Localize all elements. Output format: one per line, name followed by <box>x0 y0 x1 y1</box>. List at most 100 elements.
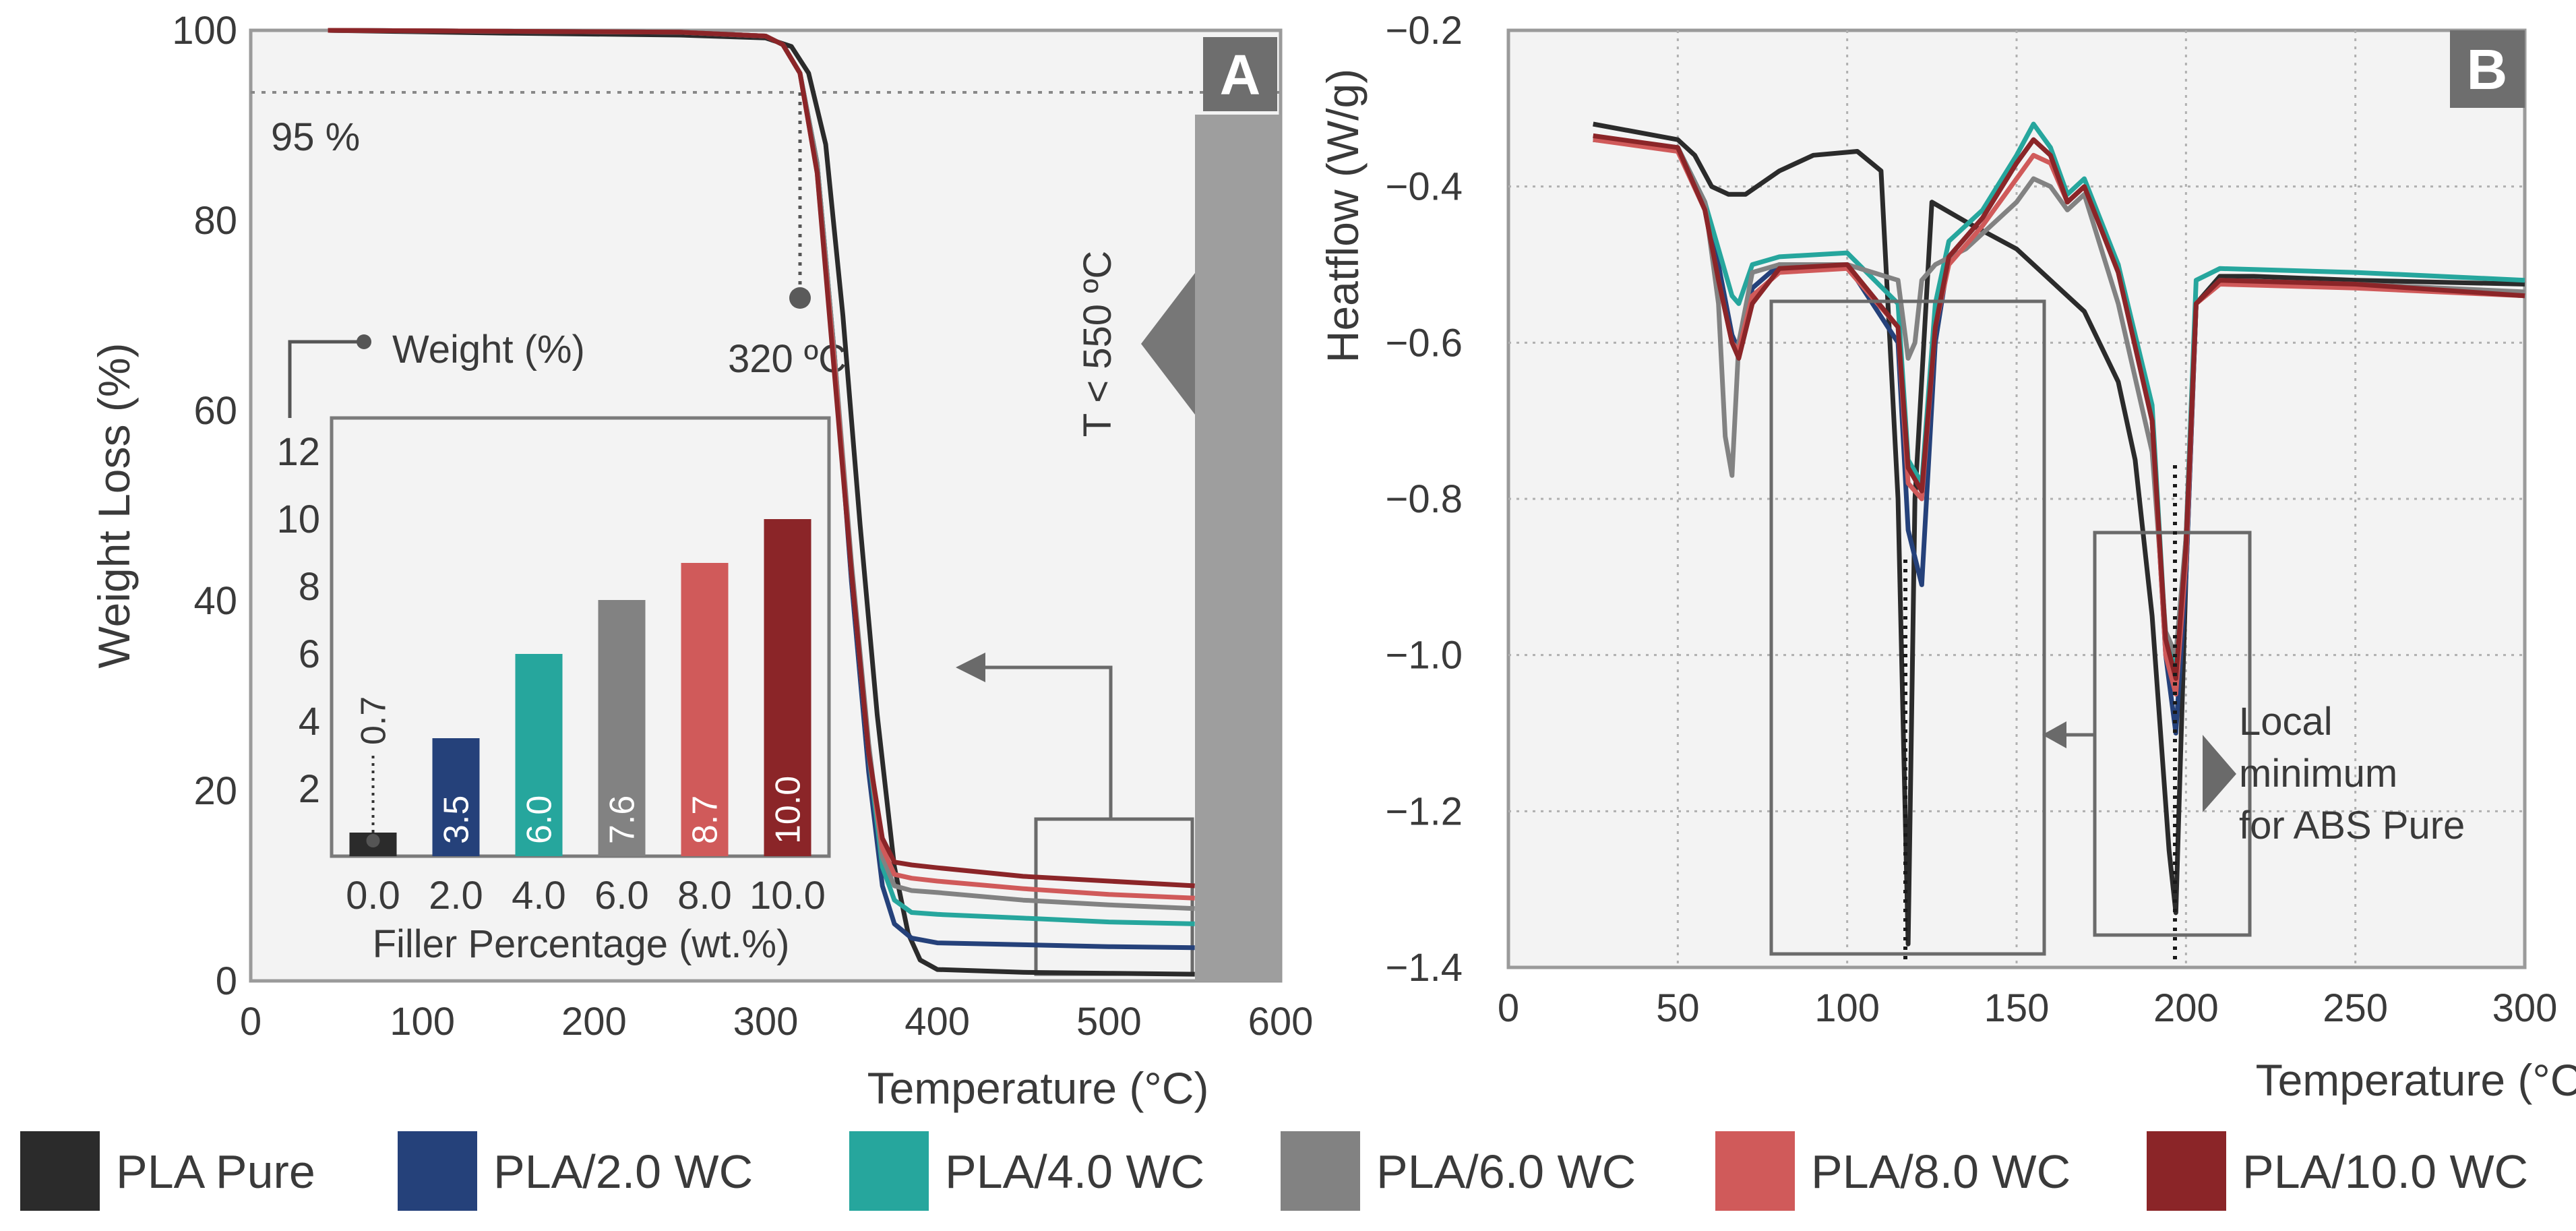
inset-bar-0-marker <box>366 834 380 847</box>
panel-b-xtick: 250 <box>2323 986 2388 1030</box>
panel-a-ytick: 100 <box>172 9 237 53</box>
panel-b-callout-arrow <box>2203 735 2236 812</box>
panel-a-xtick: 500 <box>1076 1000 1142 1044</box>
panel-b-ytick: −0.8 <box>1386 477 1463 521</box>
inset-title: Weight (%) <box>392 328 585 371</box>
panel-b-xtick: 150 <box>1984 986 2050 1030</box>
inset-frame <box>330 416 831 858</box>
inset-bar-label-2: 6.0 <box>520 795 559 844</box>
legend-swatch-4 <box>1715 1131 1795 1211</box>
inset-bar-3 <box>598 600 646 856</box>
inset-bar-2 <box>515 654 563 856</box>
panel-a-curves <box>328 28 1195 977</box>
panel-a-onset-label: 320 ºC <box>728 337 847 381</box>
panel-b-callout-line3: for ABS Pure <box>2239 804 2465 847</box>
legend-swatch-1 <box>398 1131 477 1211</box>
legend-label-0: PLA Pure <box>116 1145 315 1198</box>
inset-bar-4 <box>681 563 729 856</box>
inset-ytick: 8 <box>299 565 320 609</box>
panel-b-xtick: 50 <box>1656 986 1700 1030</box>
panel-b-xlabel: Temperature (°C) <box>2256 1055 2576 1105</box>
panel-a-ytick: 20 <box>193 769 237 813</box>
legend-label-2: PLA/4.0 WC <box>945 1145 1204 1198</box>
inset-ytick: 6 <box>299 632 320 676</box>
panel-a-xtick: 400 <box>904 1000 970 1044</box>
panel-b-ytick: −1.4 <box>1386 946 1463 990</box>
inset-xlabel: Filler Percentage (wt.%) <box>373 922 790 966</box>
panel-b: B Local minimum for ABS Pure 0 50 100 150 20… <box>1318 9 2576 1105</box>
inset-bar-label-5: 10.0 <box>769 776 808 844</box>
panel-b-zoom-arrow-head <box>2042 721 2066 748</box>
panel-a-letter-box <box>1203 37 1277 111</box>
panel-a-letter: A <box>1220 43 1261 107</box>
panel-a-xtick: 200 <box>561 1000 627 1044</box>
panel-b-zoom-box-cold <box>1769 299 2046 956</box>
legend-swatch-5 <box>2147 1131 2226 1211</box>
panel-a-xtick: 600 <box>1248 1000 1314 1044</box>
panel-b-ytick: −0.6 <box>1386 321 1463 365</box>
panel-a-ytick: 40 <box>193 579 237 623</box>
legend: PLA Pure PLA/2.0 WC PLA/4.0 WC PLA/6.0 WC PL… <box>20 1131 2528 1211</box>
panel-a: 95 % T < 550 ºC A 320 ºC 0 100 200 300 400 50… <box>89 9 1313 1113</box>
panel-b-xtick: 200 <box>2153 986 2219 1030</box>
inset-ytick: 4 <box>299 700 320 744</box>
legend-label-1: PLA/2.0 WC <box>493 1145 753 1198</box>
panel-b-curves <box>1593 121 2525 947</box>
inset-title-marker <box>357 334 371 349</box>
panel-a-band <box>1195 115 1281 981</box>
panel-a-xlabel: Temperature (°C) <box>867 1063 1209 1113</box>
panel-b-series-5 <box>1593 133 2525 681</box>
panel-b-callout-line1: Local <box>2239 700 2333 744</box>
panel-b-letter: B <box>2467 38 2508 101</box>
panel-a-xtick: 300 <box>733 1000 799 1044</box>
inset-bar-1 <box>432 738 480 856</box>
panel-b-xtick: 100 <box>1814 986 1880 1030</box>
inset-xtick: 10.0 <box>749 874 826 918</box>
panel-a-threshold-label: 95 % <box>271 115 360 159</box>
panel-a-ytick: 60 <box>193 389 237 433</box>
panel-b-letter-box <box>2450 30 2525 108</box>
panel-b-grid <box>1508 30 2525 967</box>
panel-b-ylabel: Heatflow (W/g) <box>1318 69 1368 363</box>
panel-a-series-5 <box>328 28 1195 889</box>
inset-xtick: 8.0 <box>677 874 732 918</box>
panel-a-ytick: 80 <box>193 199 237 243</box>
panel-b-ticks: 0 50 100 150 200 250 300 −0.2 −0.4 −0.6 −0.8 −1.0 −1… <box>1386 9 2558 1030</box>
panel-a-zoom-arrow-head <box>956 653 985 682</box>
inset-xtick: 4.0 <box>512 874 566 918</box>
inset-xtick: 0.0 <box>346 874 400 918</box>
legend-swatch-2 <box>849 1131 929 1211</box>
panel-a-xtick: 0 <box>240 1000 262 1044</box>
panel-b-xtick: 0 <box>1498 986 1519 1030</box>
legend-label-5: PLA/10.0 WC <box>2242 1145 2528 1198</box>
inset-bar-label-1: 3.5 <box>437 795 477 844</box>
panel-b-ytick: −0.2 <box>1386 9 1463 53</box>
legend-label-3: PLA/6.0 WC <box>1376 1145 1636 1198</box>
panel-a-ytick: 0 <box>216 959 237 1003</box>
panel-b-callout-line2: minimum <box>2239 752 2397 795</box>
inset-bars: 0.0 0.7 2.0 3.5 4.0 6.0 6.0 7.6 8.0 8.7 10.0 10.0 <box>346 519 826 918</box>
legend-swatch-0 <box>20 1131 100 1211</box>
inset-title-leader <box>288 340 363 418</box>
panel-a-band-label: T < 550 ºC <box>1076 251 1120 437</box>
legend-swatch-3 <box>1281 1131 1360 1211</box>
inset-bar-label-4: 8.7 <box>686 795 725 844</box>
panel-b-ytick: −1.0 <box>1386 634 1463 678</box>
inset-ytick: 12 <box>276 430 320 474</box>
panel-a-ylabel: Weight Loss (%) <box>89 343 139 669</box>
panel-b-ytick: −0.4 <box>1386 165 1463 209</box>
panel-a-inset: Weight (%) 2 4 6 8 10 12 0.0 0.7 2.0 3.5 4.0 6.0 6.… <box>276 328 831 966</box>
legend-label-4: PLA/8.0 WC <box>1811 1145 2071 1198</box>
panel-a-xtick: 100 <box>390 1000 455 1044</box>
panel-a-onset-marker <box>789 287 811 309</box>
panel-b-xtick: 300 <box>2492 986 2558 1030</box>
inset-bar-label-0: 0.7 <box>355 696 394 745</box>
inset-bar-5 <box>764 519 811 856</box>
panel-a-zoom-arrow-line <box>984 665 1113 819</box>
inset-xtick: 2.0 <box>429 874 483 918</box>
inset-ytick: 10 <box>276 498 320 541</box>
inset-ytick: 2 <box>299 767 320 811</box>
panel-b-ytick: −1.2 <box>1386 789 1463 833</box>
inset-ticks: 2 4 6 8 10 12 <box>276 430 320 811</box>
